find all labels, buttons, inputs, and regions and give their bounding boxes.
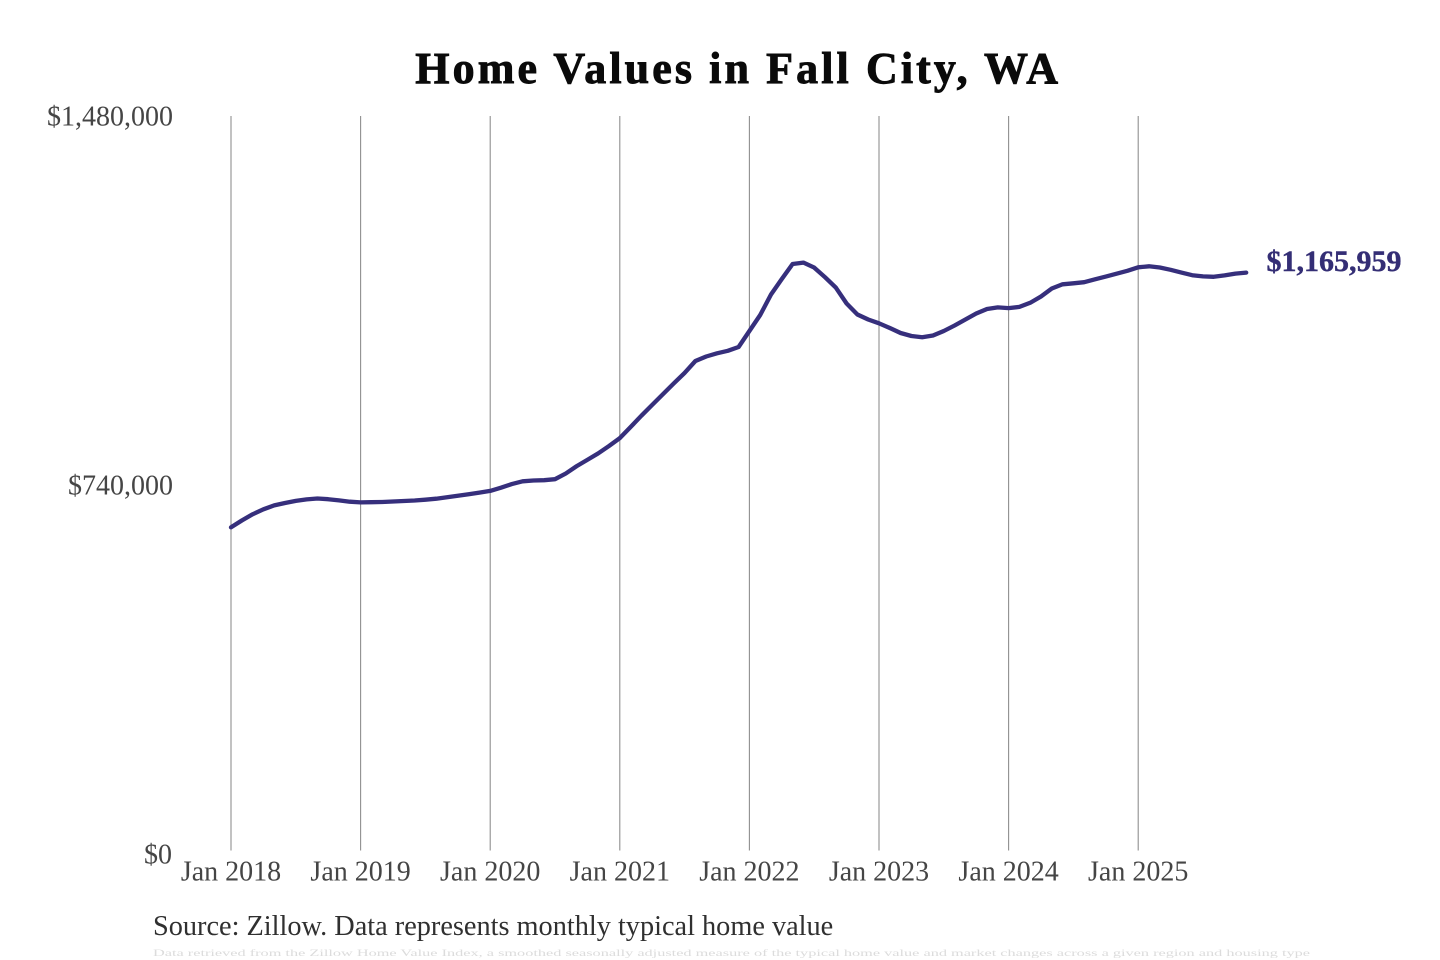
svg-text:Jan 2018: Jan 2018	[181, 857, 281, 888]
svg-text:Jan 2024: Jan 2024	[958, 857, 1058, 888]
svg-text:Jan 2020: Jan 2020	[440, 857, 540, 888]
svg-text:Data retrieved from the Zillow: Data retrieved from the Zillow Home Valu…	[153, 948, 1310, 958]
svg-text:Jan 2021: Jan 2021	[570, 857, 670, 888]
svg-text:Jan 2025: Jan 2025	[1088, 857, 1188, 888]
svg-text:Source: Zillow. Data represent: Source: Zillow. Data represents monthly …	[153, 911, 833, 942]
svg-text:$1,165,959: $1,165,959	[1267, 245, 1402, 278]
svg-text:$740,000: $740,000	[68, 470, 173, 501]
svg-text:Jan 2019: Jan 2019	[310, 857, 410, 888]
svg-text:Jan 2022: Jan 2022	[699, 857, 799, 888]
svg-text:$1,480,000: $1,480,000	[47, 102, 173, 133]
svg-text:Jan 2023: Jan 2023	[829, 857, 929, 888]
svg-text:$0: $0	[144, 840, 172, 871]
svg-text:Home Values in Fall City, WA: Home Values in Fall City, WA	[415, 44, 1061, 93]
